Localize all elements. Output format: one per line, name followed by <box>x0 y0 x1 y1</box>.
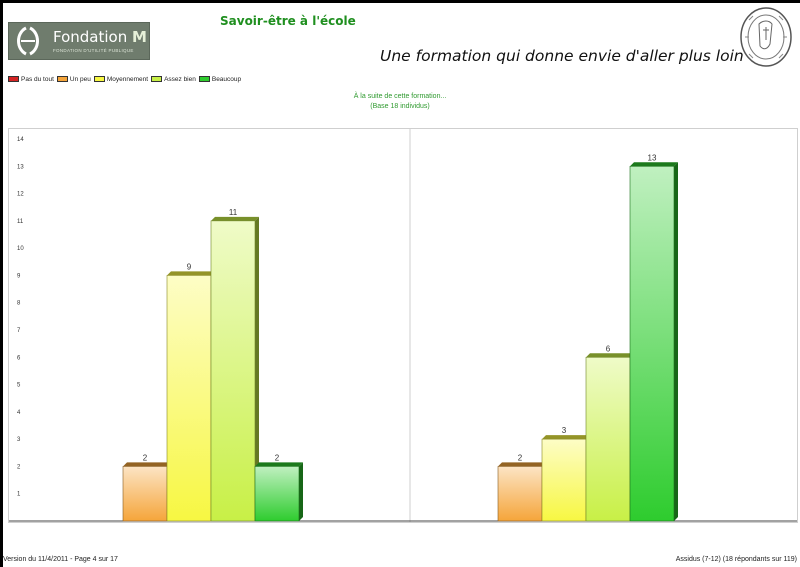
bar-value-label: 2 <box>518 453 523 462</box>
bar-value-label: 2 <box>143 453 148 462</box>
bar <box>629 165 675 522</box>
bar-chart: 123456789101112131429112Je me sens suffi… <box>9 129 797 539</box>
legend-item: Assez bien <box>151 76 196 83</box>
bar <box>210 220 256 522</box>
bar <box>254 466 300 522</box>
bar-top <box>167 271 215 276</box>
y-tick-label: 7 <box>17 328 21 334</box>
legend-item: Beaucoup <box>198 76 242 83</box>
bar <box>541 438 587 522</box>
y-tick-label: 9 <box>17 273 21 279</box>
footer-respondents: Assidus (7-12) (18 répondants sur 119) <box>675 556 797 563</box>
bar-top <box>255 462 303 467</box>
bar <box>166 275 212 522</box>
section-subtitle: Savoir-être à l'école <box>220 14 356 28</box>
y-tick-label: 10 <box>17 246 24 252</box>
fondation-logo: Fondation M FONDATION D'UTILITÉ PUBLIQUE <box>8 22 150 60</box>
chart-legend: Pas du tout Un peu Moyennement Assez bien Be… <box>8 76 244 86</box>
bar-value-label: 13 <box>648 153 657 162</box>
bar-side <box>255 216 259 521</box>
y-tick-label: 13 <box>17 164 24 170</box>
legend-item: Moyennement <box>93 76 149 83</box>
chart-subtitle: (Base 18 individus) <box>370 103 430 110</box>
frame-top-border <box>0 0 800 3</box>
bar <box>497 466 543 522</box>
bar-value-label: 9 <box>187 262 192 271</box>
legend-label: Un peu <box>69 76 91 83</box>
bar <box>585 356 631 522</box>
bar-value-label: 3 <box>562 426 567 435</box>
bar-side <box>674 162 678 521</box>
legend-swatch <box>198 76 210 83</box>
legend-item: Un peu <box>56 76 91 83</box>
bar-top <box>211 216 259 221</box>
bar-top <box>542 435 590 440</box>
bar-side <box>299 462 303 521</box>
y-tick-label: 4 <box>17 410 21 416</box>
y-tick-label: 12 <box>17 192 24 198</box>
legend-swatch <box>151 76 163 83</box>
y-tick-label: 5 <box>17 383 21 389</box>
y-tick-label: 6 <box>17 355 21 361</box>
logo-tagline: FONDATION D'UTILITÉ PUBLIQUE <box>53 48 134 53</box>
legend-swatch <box>93 76 105 83</box>
chart-title: À la suite de cette formation... <box>353 93 447 100</box>
logo-emblem-icon <box>17 26 39 56</box>
frame-left-border <box>0 0 3 567</box>
legend-label: Beaucoup <box>211 76 242 83</box>
chart-title-block: À la suite de cette formation... (Base 1… <box>300 92 500 112</box>
y-tick-label: 14 <box>17 137 24 143</box>
bar-value-label: 6 <box>606 344 611 353</box>
footer-version: Version du 11/4/2011 - Page 4 sur 17 <box>3 556 118 563</box>
legend-label: Pas du tout <box>21 76 54 83</box>
bar-top <box>498 462 546 467</box>
y-tick-label: 3 <box>17 437 21 443</box>
legend-label: Moyennement <box>106 76 149 83</box>
chart-area: 123456789101112131429112Je me sens suffi… <box>8 128 798 539</box>
bar-top <box>630 162 678 167</box>
legend-label: Assez bien <box>164 76 196 83</box>
y-tick-label: 2 <box>17 464 21 470</box>
bar-value-label: 2 <box>275 453 280 462</box>
y-tick-label: 8 <box>17 301 21 307</box>
y-tick-label: 11 <box>17 219 24 225</box>
bar-top <box>123 462 171 467</box>
bar-top <box>586 353 634 358</box>
bar-value-label: 11 <box>229 208 238 217</box>
bar <box>122 466 168 522</box>
legend-item: Pas du tout <box>8 76 54 83</box>
page-title: Une formation qui donne envie d'aller pl… <box>380 47 744 65</box>
logo-name: Fondation M <box>53 28 147 46</box>
legend-swatch <box>56 76 68 83</box>
legend-swatch <box>8 76 19 83</box>
y-tick-label: 1 <box>17 492 21 498</box>
university-seal-icon <box>740 7 792 67</box>
